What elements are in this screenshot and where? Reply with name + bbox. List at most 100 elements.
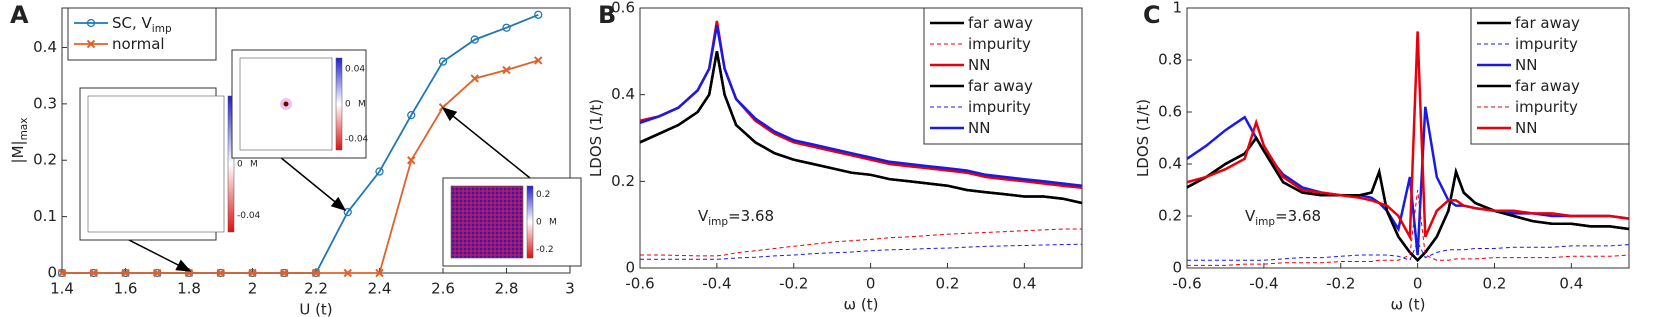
series-line <box>640 228 1082 257</box>
y-tick-label: 0.1 <box>33 207 57 225</box>
legend-label-part: NN <box>1515 56 1537 74</box>
legend-label: normal <box>112 35 165 53</box>
y-axis-label-part: LDOS (1/t) <box>1134 99 1152 177</box>
x-tick-label: -0.6 <box>1172 275 1201 293</box>
series-line <box>639 25 1083 187</box>
marker <box>502 23 511 32</box>
legend-label: far away <box>968 77 1033 95</box>
y-tick-label: 0.6 <box>1158 103 1182 121</box>
x-tick-label: 2.6 <box>431 280 455 298</box>
series-line <box>1187 189 1630 266</box>
series-line <box>1186 135 1630 262</box>
marker <box>311 268 321 278</box>
legend-label-part: NN <box>1515 119 1537 137</box>
y-axis-label-part: max <box>18 118 30 141</box>
legend-label-part: impurity <box>1515 35 1578 53</box>
x-tick-label: -0.4 <box>1249 275 1278 293</box>
x-tick-label: 2 <box>248 280 258 298</box>
legend-label-part: far away <box>968 77 1033 95</box>
y-axis-label-part: |M| <box>9 140 27 163</box>
legend-label: far away <box>968 14 1033 32</box>
legend-label-part: SC, V <box>112 14 153 32</box>
annotation-part: V <box>698 207 709 225</box>
legend-label-part: impurity <box>1515 98 1578 116</box>
y-axis-label: LDOS (1/t) <box>1134 99 1152 177</box>
legend-label-part: far away <box>968 14 1033 32</box>
x-tick-label: 0.4 <box>1559 275 1583 293</box>
x-tick-label: -0.6 <box>625 275 654 293</box>
x-axis-label: ω (t) <box>844 296 879 314</box>
series-line <box>62 59 539 274</box>
marker <box>57 268 67 278</box>
colorbar-title: M <box>250 160 258 170</box>
legend-label-part: impurity <box>968 35 1031 53</box>
x-axis-label: U (t) <box>299 301 332 317</box>
marker <box>121 268 130 278</box>
marker <box>248 268 257 278</box>
legend-box <box>923 7 1083 145</box>
colorbar-tick-label: 0.04 <box>345 65 365 75</box>
legend-label: impurity <box>1515 98 1578 116</box>
y-tick-label: 0.8 <box>1158 51 1182 69</box>
arrow <box>124 237 192 272</box>
legend-label: far away <box>1515 77 1580 95</box>
y-tick-label: 1 <box>1172 0 1182 17</box>
annotation-part: =3.68 <box>1275 207 1321 225</box>
inset-impurity <box>283 101 289 107</box>
arrow <box>441 107 531 179</box>
colorbar-tick-label: -0.2 <box>536 245 554 255</box>
annotation: Vimp=3.68 <box>1245 207 1321 229</box>
marker <box>89 268 98 278</box>
marker <box>343 268 352 278</box>
y-axis-label: |M|max <box>9 118 31 164</box>
annotation-part: imp <box>1255 216 1275 228</box>
x-tick-label: -0.2 <box>1326 275 1355 293</box>
inset-map <box>87 95 225 233</box>
colorbar <box>526 185 534 259</box>
inset-map <box>450 185 524 259</box>
x-tick-label: 0 <box>1413 275 1423 293</box>
colorbar <box>227 95 235 233</box>
colorbar-tick-label: 0 <box>345 100 351 110</box>
legend-label: far away <box>1515 14 1580 32</box>
marker <box>375 167 384 176</box>
x-tick-label: 3 <box>565 280 575 298</box>
x-tick-label: 0.4 <box>1012 275 1036 293</box>
marker <box>470 74 479 83</box>
y-tick-label: 0.2 <box>1158 207 1182 225</box>
colorbar-tick-label: 0 <box>237 160 243 170</box>
legend-label-part: NN <box>968 56 990 74</box>
colorbar-tick-label: -0.04 <box>237 211 261 221</box>
x-tick-label: 2.8 <box>495 280 519 298</box>
marker <box>470 35 479 44</box>
legend-marker <box>86 39 96 49</box>
panel-label: B <box>598 1 616 29</box>
marker <box>216 268 225 278</box>
panel-label: C <box>1143 1 1161 29</box>
panel-label: A <box>10 1 29 29</box>
series-line <box>640 243 1083 260</box>
legend-label-part: far away <box>1515 77 1580 95</box>
y-tick-label: 0.2 <box>33 151 57 169</box>
marker <box>534 10 543 19</box>
x-tick-label: 2.2 <box>304 280 328 298</box>
legend-label: NN <box>1515 119 1537 137</box>
series-line <box>639 51 1083 205</box>
series-line <box>1186 135 1630 262</box>
colorbar-tick-label: 0.2 <box>536 190 550 200</box>
marker <box>438 57 448 66</box>
legend-box <box>1470 7 1630 145</box>
annotation-part: V <box>1245 207 1256 225</box>
x-tick-label: 1.8 <box>177 280 201 298</box>
series-line <box>1186 31 1630 242</box>
x-tick-label: 0 <box>866 275 876 293</box>
colorbar-tick-label: 0 <box>536 218 542 228</box>
y-tick-label: 0.6 <box>611 0 635 17</box>
y-tick-label: 0 <box>1172 259 1182 277</box>
y-tick-label: 0 <box>625 259 635 277</box>
legend-label-part: far away <box>1515 14 1580 32</box>
annotation: Vimp=3.68 <box>698 207 774 229</box>
marker <box>407 110 416 120</box>
marker <box>343 207 352 217</box>
legend-label: impurity <box>968 35 1031 53</box>
